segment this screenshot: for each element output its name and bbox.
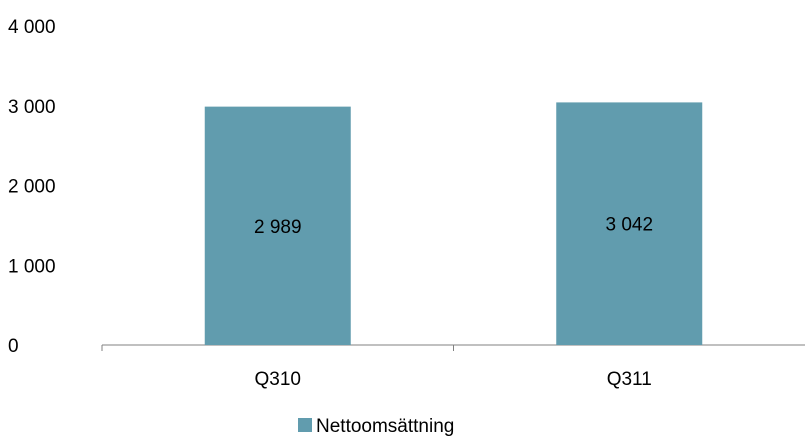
- legend-label: Nettoomsättning: [316, 416, 454, 437]
- category-label: Q311: [607, 369, 652, 390]
- bar: [204, 106, 351, 345]
- y-tick-label: 0: [8, 336, 19, 357]
- y-tick-label: 2 000: [8, 177, 56, 198]
- legend-swatch: [298, 418, 312, 432]
- data-label: 2 989: [254, 217, 302, 238]
- y-tick-label: 3 000: [8, 97, 56, 118]
- data-label: 3 042: [605, 215, 653, 236]
- bar: [556, 102, 703, 345]
- y-tick-label: 1 000: [8, 256, 56, 277]
- category-label: Q310: [255, 369, 301, 390]
- y-tick-label: 4 000: [8, 17, 56, 38]
